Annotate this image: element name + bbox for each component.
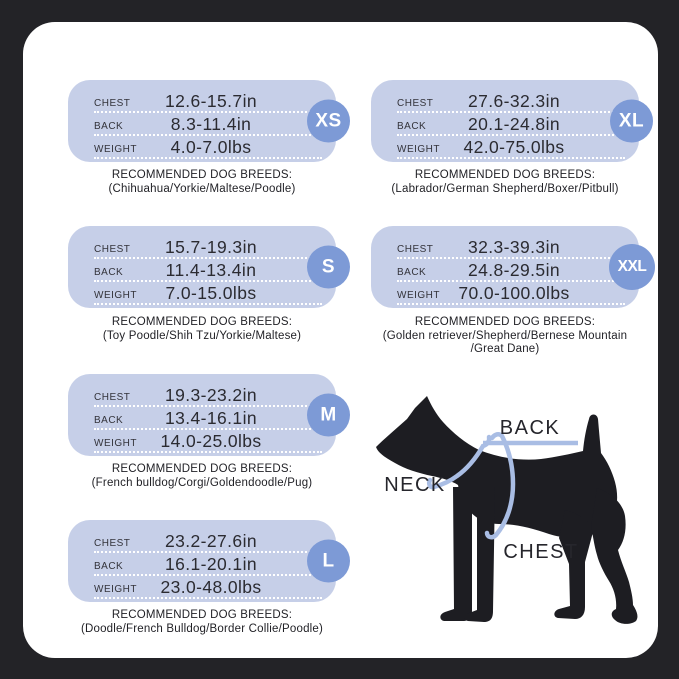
chest-row: CHEST 32.3-39.3in <box>397 236 625 259</box>
chest-label: CHEST <box>94 392 131 403</box>
back-value: 8.3-11.4in <box>170 114 252 134</box>
back-value: 11.4-13.4in <box>165 260 257 280</box>
back-label: BACK <box>94 267 124 278</box>
back-label: BACK <box>397 121 427 132</box>
breed-caption-xs: RECOMMENDED DOG BREEDS: (Chihuahua/Yorki… <box>46 169 358 196</box>
weight-value: 14.0-25.0lbs <box>160 431 262 451</box>
size-card-xxl: CHEST 32.3-39.3in BACK 24.8-29.5in WEIGH… <box>371 226 655 308</box>
caption-title: RECOMMENDED DOG BREEDS: <box>111 609 293 621</box>
weight-value: 23.0-48.0lbs <box>160 577 262 597</box>
back-value: 16.1-20.1in <box>165 554 257 574</box>
weight-label: WEIGHT <box>94 584 137 595</box>
weight-row: WEIGHT 4.0-7.0lbs <box>94 136 322 159</box>
weight-label: WEIGHT <box>397 290 440 301</box>
size-card-l: CHEST 23.2-27.6in BACK 16.1-20.1in WEIGH… <box>68 520 350 602</box>
breed-caption-xl: RECOMMENDED DOG BREEDS: (Labrador/German… <box>349 169 661 196</box>
size-card-xl: CHEST 27.6-32.3in BACK 20.1-24.8in WEIGH… <box>371 80 653 162</box>
breed-caption-xxl: RECOMMENDED DOG BREEDS: (Golden retrieve… <box>349 316 661 357</box>
weight-label: WEIGHT <box>94 144 137 155</box>
size-badge-l: L <box>307 539 350 583</box>
back-value: 20.1-24.8in <box>468 114 560 134</box>
back-label: BACK <box>94 121 124 132</box>
chest-row: CHEST 19.3-23.2in <box>94 384 322 407</box>
chest-row: CHEST 23.2-27.6in <box>94 530 322 553</box>
weight-label: WEIGHT <box>397 144 440 155</box>
chest-row: CHEST 12.6-15.7in <box>94 90 322 113</box>
breed-caption-l: RECOMMENDED DOG BREEDS: (Doodle/French B… <box>46 609 358 636</box>
caption-title: RECOMMENDED DOG BREEDS: <box>111 316 293 328</box>
back-row: BACK 24.8-29.5in <box>397 259 625 282</box>
back-label: BACK <box>397 267 427 278</box>
caption-breeds: (Doodle/French Bulldog/Border Collie/Poo… <box>80 622 324 635</box>
diagram-back-label: BACK <box>500 417 560 439</box>
weight-row: WEIGHT 7.0-15.0lbs <box>94 282 322 305</box>
size-card-s: CHEST 15.7-19.3in BACK 11.4-13.4in WEIGH… <box>68 226 350 308</box>
weight-row: WEIGHT 23.0-48.0lbs <box>94 576 322 599</box>
chest-value: 32.3-39.3in <box>468 237 560 257</box>
dog-silhouette <box>376 396 638 624</box>
back-row: BACK 20.1-24.8in <box>397 113 625 136</box>
weight-value: 7.0-15.0lbs <box>165 283 257 303</box>
caption-breeds: (Labrador/German Shepherd/Boxer/Pitbull) <box>391 182 619 195</box>
chest-label: CHEST <box>397 244 434 255</box>
caption-breeds: (Golden retriever/Shepherd/Bernese Mount… <box>382 329 628 356</box>
harness-girth-strap <box>484 432 516 540</box>
chest-value: 15.7-19.3in <box>165 237 257 257</box>
chest-label: CHEST <box>94 98 131 109</box>
chest-label: CHEST <box>94 538 131 549</box>
caption-title: RECOMMENDED DOG BREEDS: <box>414 169 596 181</box>
weight-value: 42.0-75.0lbs <box>463 137 565 157</box>
caption-title: RECOMMENDED DOG BREEDS: <box>414 316 596 328</box>
weight-value: 4.0-7.0lbs <box>170 137 252 157</box>
size-badge-xxl: XXL <box>609 244 655 290</box>
caption-breeds: (Toy Poodle/Shih Tzu/Yorkie/Maltese) <box>102 329 302 342</box>
back-value: 13.4-16.1in <box>165 408 257 428</box>
breed-caption-s: RECOMMENDED DOG BREEDS: (Toy Poodle/Shih… <box>46 316 358 343</box>
weight-row: WEIGHT 42.0-75.0lbs <box>397 136 625 159</box>
chest-value: 12.6-15.7in <box>165 91 257 111</box>
chest-label: CHEST <box>397 98 434 109</box>
dog-measurement-diagram: BACK NECK CHEST <box>376 396 638 624</box>
back-label: BACK <box>94 561 124 572</box>
size-card-m: CHEST 19.3-23.2in BACK 13.4-16.1in WEIGH… <box>68 374 350 456</box>
weight-value: 70.0-100.0lbs <box>458 283 570 303</box>
size-badge-xs: XS <box>307 99 350 143</box>
back-row: BACK 13.4-16.1in <box>94 407 322 430</box>
weight-label: WEIGHT <box>94 438 137 449</box>
weight-row: WEIGHT 70.0-100.0lbs <box>397 282 625 305</box>
breed-caption-m: RECOMMENDED DOG BREEDS: (French bulldog/… <box>46 463 358 490</box>
back-row: BACK 8.3-11.4in <box>94 113 322 136</box>
chest-label: CHEST <box>94 244 131 255</box>
caption-breeds: (French bulldog/Corgi/Goldendoodle/Pug) <box>91 476 313 489</box>
chest-row: CHEST 27.6-32.3in <box>397 90 625 113</box>
caption-title: RECOMMENDED DOG BREEDS: <box>111 169 293 181</box>
back-value: 24.8-29.5in <box>468 260 560 280</box>
weight-row: WEIGHT 14.0-25.0lbs <box>94 430 322 453</box>
chest-value: 19.3-23.2in <box>165 385 257 405</box>
chest-value: 23.2-27.6in <box>165 531 257 551</box>
size-card-xs: CHEST 12.6-15.7in BACK 8.3-11.4in WEIGHT… <box>68 80 350 162</box>
size-badge-xl: XL <box>610 99 653 143</box>
size-badge-m: M <box>307 393 350 437</box>
caption-title: RECOMMENDED DOG BREEDS: <box>111 463 293 475</box>
back-label: BACK <box>94 415 124 426</box>
chest-row: CHEST 15.7-19.3in <box>94 236 322 259</box>
back-row: BACK 11.4-13.4in <box>94 259 322 282</box>
size-chart-panel: CHEST 12.6-15.7in BACK 8.3-11.4in WEIGHT… <box>23 22 658 658</box>
size-badge-s: S <box>307 245 350 289</box>
chest-value: 27.6-32.3in <box>468 91 560 111</box>
back-row: BACK 16.1-20.1in <box>94 553 322 576</box>
weight-label: WEIGHT <box>94 290 137 301</box>
diagram-neck-label: NECK <box>384 474 446 496</box>
diagram-chest-label: CHEST <box>503 541 578 563</box>
caption-breeds: (Chihuahua/Yorkie/Maltese/Poodle) <box>108 182 296 195</box>
